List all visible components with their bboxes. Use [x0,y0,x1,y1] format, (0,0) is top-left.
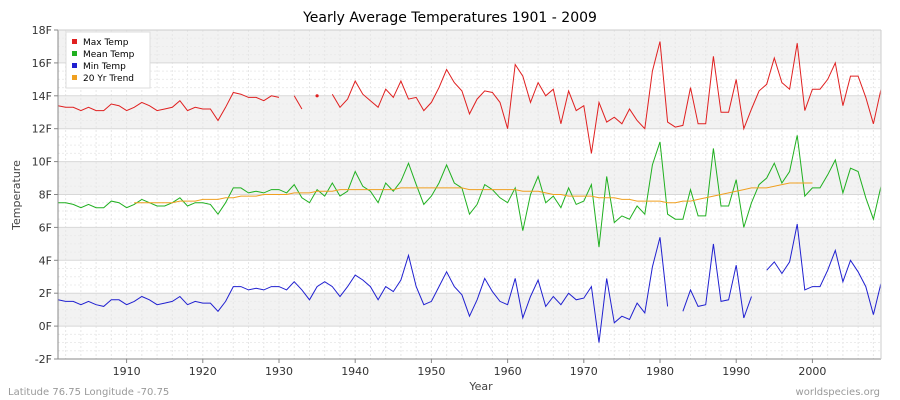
legend-label: Min Temp [83,62,126,72]
y-tick-label: 18F [32,24,52,37]
plot-band [58,128,881,162]
series-mean-temp [58,135,882,248]
x-tick-label: 1990 [722,365,750,378]
x-tick-labels: 1910 1920 1930 1940 1950 1960 1970 1980 1990 2000 [113,365,827,378]
x-tick-label: 1970 [570,365,598,378]
series-line [134,182,813,204]
series-min-temp [57,224,882,343]
y-tick-label: 2F [39,287,52,300]
series-line [331,41,882,154]
x-tick-label: 1910 [113,365,141,378]
footer-coordinates: Latitude 76.75 Longitude -70.75 [8,387,169,398]
series-line [766,224,882,315]
y-tick-label: -2F [35,353,52,366]
series-line [58,135,882,248]
legend-label: 20 Yr Trend [83,74,134,84]
legend-label: Max Temp [83,38,129,48]
grid-lines [58,29,881,360]
y-tick-label: 16F [32,57,52,70]
plot-band [58,30,881,63]
y-tick-label: 8F [39,189,52,202]
plot-band [58,95,881,129]
series-max-temp [57,41,882,154]
x-axis-label: Year [468,380,493,393]
series-line [57,91,280,122]
x-tick-label: 1930 [265,365,293,378]
data-point [315,94,319,98]
y-tick-label: 10F [32,156,52,169]
plot-band [58,62,881,96]
chart-title: Yearly Average Temperatures 1901 - 2009 [302,10,597,26]
y-tick-label: 6F [39,221,52,234]
x-tick-label: 1980 [646,365,674,378]
y-tick-label: 14F [32,90,52,103]
axes [54,29,882,363]
y-tick-labels: -2F 0F 2F 4F 6F 8F 10F 12F 14F 16F 18F [32,24,52,366]
legend: Max Temp Mean Temp Min Temp 20 Yr Trend [65,31,151,89]
plot-band [58,260,881,294]
footer-source: worldspecies.org [796,387,880,398]
plot-band [58,227,881,261]
legend-label: Mean Temp [83,50,135,60]
x-tick-label: 1920 [189,365,217,378]
plot-band [58,326,881,359]
legend-box [65,31,151,89]
y-axis-label: Temperature [10,160,23,231]
series-line [293,95,303,110]
y-tick-label: 12F [32,123,52,136]
x-tick-label: 1940 [341,365,369,378]
series-line [57,237,669,343]
legend-swatch [72,63,77,68]
x-tick-label: 1960 [494,365,522,378]
legend-swatch [72,75,77,80]
x-tick-label: 1950 [417,365,445,378]
series-group [57,41,882,343]
series-20-yr-trend [134,182,813,204]
y-tick-label: 4F [39,254,52,267]
legend-swatch [72,51,77,56]
x-tick-label: 2000 [798,365,826,378]
series-line [682,243,752,319]
y-tick-label: 0F [39,320,52,333]
legend-swatch [72,39,77,44]
